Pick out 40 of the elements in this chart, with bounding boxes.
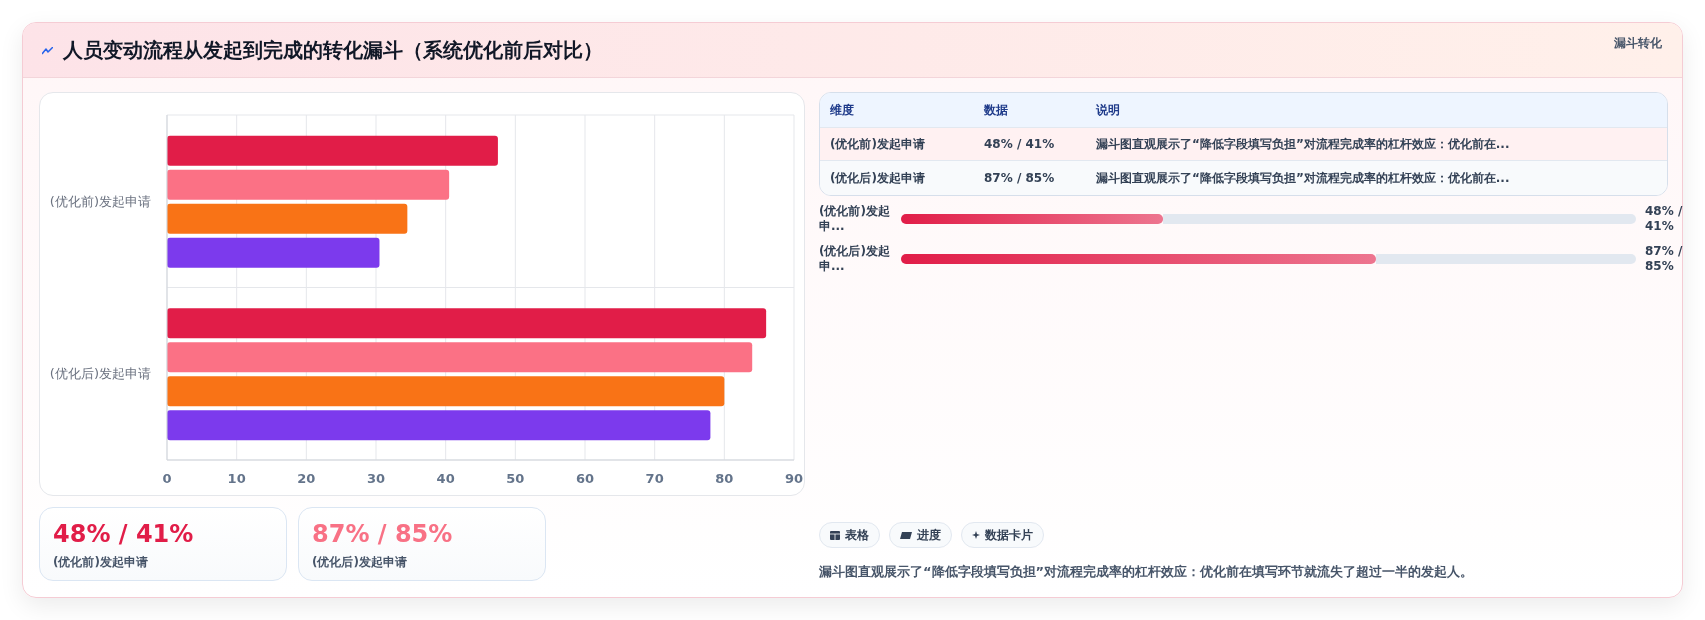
x-tick-label: 90 [784, 471, 804, 487]
x-tick-label: 0 [162, 471, 172, 487]
x-tick-label: 50 [506, 471, 525, 487]
x-tick-label: 80 [715, 471, 734, 487]
text: 维度 [830, 102, 854, 117]
category-label: 进度 [917, 526, 941, 544]
data-label: 48% / 41% [1645, 204, 1683, 233]
text: 87% / 85% [312, 520, 453, 548]
text: 漏斗转化 [1614, 36, 1662, 50]
text: (优化后)发起申请 [312, 555, 407, 569]
text: (优化前)发起申请 [830, 136, 925, 151]
text: 说明 [1096, 102, 1120, 117]
bar [167, 342, 753, 373]
text: 漏斗图直观展示了“降低字段填写负担”对流程完成率的杠杆效应：优化前在... [1096, 136, 1510, 151]
y-tick-label: (优化后)发起申... [819, 244, 890, 273]
x-tick-label: 60 [575, 471, 595, 487]
text: 数据 [984, 102, 1008, 117]
bar [167, 308, 767, 339]
bar [167, 376, 725, 407]
x-tick-label: 40 [436, 471, 455, 487]
bar [167, 410, 711, 441]
x-tick-label: 70 [645, 471, 664, 487]
bar [167, 237, 380, 268]
category-label: 数据卡片 [985, 526, 1033, 544]
y-tick-label: (优化前)发起申... [819, 204, 890, 233]
text: 漏斗图直观展示了“降低字段填写负担”对流程完成率的杠杆效应：优化前在填写环节就流失了超过一半的发起人。 [819, 564, 1474, 579]
text: 人员变动流程从发起到完成的转化漏斗（系统优化前后对比） [63, 38, 603, 62]
text: 48% / 41% [53, 520, 194, 548]
text: 漏斗图直观展示了“降低字段填写负担”对流程完成率的杠杆效应：优化前在... [1096, 170, 1510, 185]
bar [167, 135, 498, 166]
data-label: 87% / 85% [1645, 244, 1683, 273]
text: 87% / 85% [984, 171, 1055, 185]
x-tick-label: 30 [366, 471, 386, 487]
bar [167, 169, 450, 200]
x-tick-label: 10 [227, 471, 246, 487]
category-label: 表格 [845, 526, 869, 544]
text: (优化后)发起申请 [830, 170, 925, 185]
x-tick-label: 20 [297, 471, 316, 487]
text: 48% / 41% [984, 137, 1055, 151]
bar [167, 203, 408, 234]
